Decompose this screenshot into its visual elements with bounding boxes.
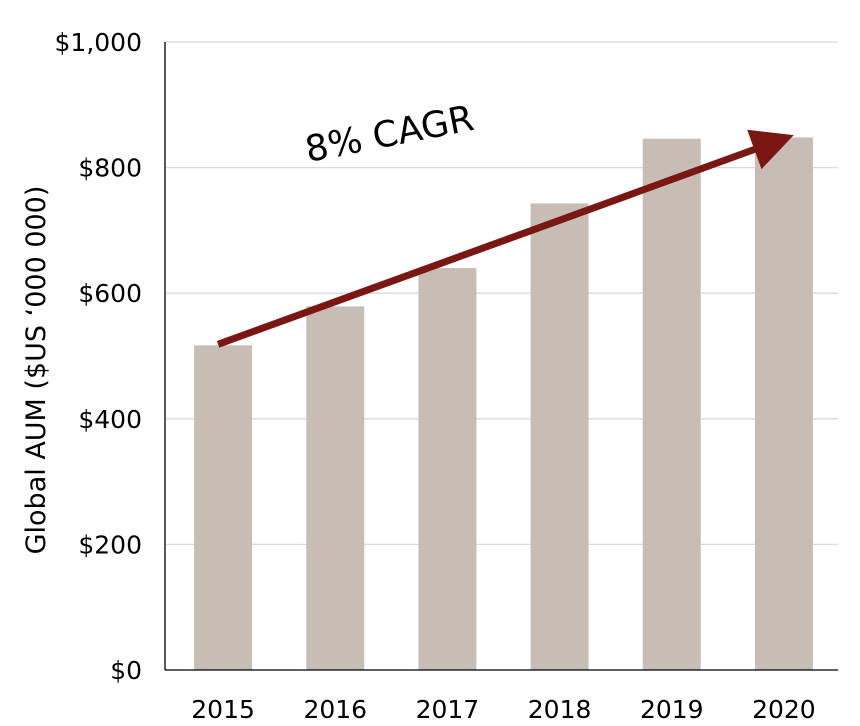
x-tick-label: 2015	[191, 695, 255, 724]
y-tick-label: $200	[78, 530, 142, 559]
x-tick-label: 2017	[416, 695, 480, 724]
y-tick-label: $800	[78, 154, 142, 183]
y-tick-label: $600	[78, 279, 142, 308]
bar-2016	[306, 306, 365, 670]
bar-2015	[194, 345, 253, 670]
y-tick-label: $1,000	[55, 28, 142, 57]
x-tick-label: 2018	[528, 695, 592, 724]
bar-2018	[530, 203, 589, 670]
bar-2020	[754, 137, 813, 670]
cagr-label: 8% CAGR	[302, 98, 477, 171]
axes	[164, 42, 838, 671]
y-tick-label: $0	[110, 656, 142, 685]
y-tick-label: $400	[78, 405, 142, 434]
x-tick-label: 2020	[752, 695, 816, 724]
cagr-arrow	[216, 129, 794, 348]
gridlines	[165, 41, 838, 546]
bar-2019	[642, 138, 701, 670]
x-tick-label: 2019	[640, 695, 704, 724]
bar-2017	[418, 268, 477, 670]
x-tick-label: 2016	[303, 695, 367, 724]
bars	[194, 137, 813, 670]
tick-labels: $0 $200 $400 $600 $800 $1,000 2015 2016 2017 2018…	[55, 28, 816, 724]
y-axis-title: Global AUM ($US ‘000 000)	[21, 186, 52, 555]
